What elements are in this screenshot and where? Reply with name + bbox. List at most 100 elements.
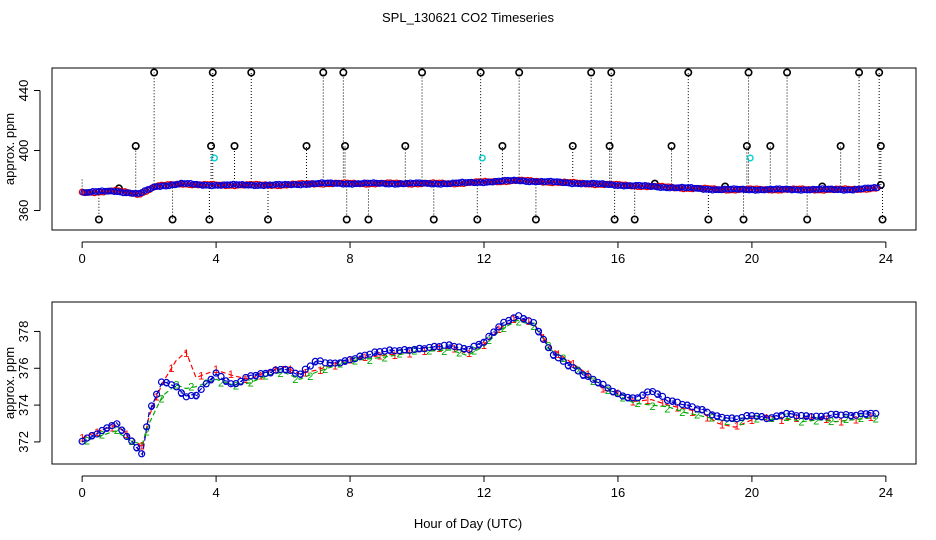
series-2-label: 2 — [650, 401, 656, 413]
series-3-label: 3 — [342, 356, 348, 368]
series-3-label: 3 — [446, 340, 452, 352]
series-2-label: 2 — [471, 345, 477, 357]
series-3-point — [797, 411, 806, 420]
series-3-point — [619, 392, 627, 400]
series-3-point — [465, 345, 473, 354]
bottom-x-tick-label: 12 — [477, 485, 491, 500]
spike-low-marker — [704, 215, 713, 224]
series-3-point — [495, 323, 503, 331]
series-3-point — [480, 338, 488, 346]
spike-mid-marker — [498, 142, 507, 151]
series-3-point — [361, 351, 369, 359]
series-2-label: 2 — [248, 377, 254, 389]
series-3-label: 3 — [669, 396, 675, 408]
series-3-label: 3 — [312, 356, 318, 368]
series-2-label: 2 — [769, 413, 775, 425]
series-1-label: 1 — [749, 415, 755, 427]
series-3-label: 3 — [431, 341, 437, 353]
series-3-point — [599, 380, 607, 388]
series-1-label: 1 — [511, 314, 517, 326]
series-3-point — [569, 364, 577, 372]
top-x-tick-label: 12 — [477, 251, 491, 266]
bottom-y-axis-title: approx. ppm — [2, 347, 17, 419]
series-blue-point — [608, 181, 616, 189]
cyan-point — [746, 154, 754, 162]
spike-high-marker — [515, 68, 524, 77]
spike-high-marker — [684, 68, 693, 77]
series-blue-point — [239, 180, 246, 188]
series-3-point — [817, 412, 825, 420]
series-red-point — [121, 188, 129, 195]
series-blue-point — [873, 184, 881, 192]
cyan-point — [210, 154, 218, 162]
top-x-tick-label: 24 — [879, 251, 893, 266]
series-3-label: 3 — [208, 374, 214, 386]
series-2-label: 2 — [560, 353, 566, 365]
series-red-point — [460, 180, 468, 188]
series-2-label: 2 — [173, 379, 179, 391]
series-3-point — [425, 343, 433, 352]
series-blue-point — [171, 181, 179, 189]
series-3-label: 3 — [565, 360, 571, 372]
series-2-label: 2 — [843, 414, 849, 426]
series-2-label: 2 — [188, 382, 194, 394]
series-3-point — [539, 335, 548, 344]
series-3-point — [381, 347, 389, 355]
series-3-point — [668, 397, 677, 405]
series-2-label: 2 — [694, 409, 700, 421]
series-3-label: 3 — [774, 411, 780, 423]
series-3-point — [733, 415, 741, 423]
series-3-point — [356, 352, 364, 360]
bottom-y-tick-label: 376 — [16, 357, 31, 379]
series-3-point — [728, 414, 736, 422]
series-3-point — [143, 423, 151, 431]
series-3-point — [93, 430, 101, 438]
series-blue-point — [849, 186, 857, 194]
series-3-point — [187, 391, 195, 400]
series-3-label: 3 — [461, 344, 467, 356]
series-3-point — [172, 383, 180, 391]
series-1-line — [81, 317, 876, 449]
series-3-label: 3 — [193, 390, 199, 402]
series-3-point — [624, 393, 632, 402]
series-1-label: 1 — [377, 351, 383, 363]
series-3-point — [430, 342, 438, 351]
series-blue-point — [162, 182, 170, 190]
series-red-point — [231, 182, 239, 190]
series-3-point — [152, 390, 161, 398]
series-3-point — [410, 345, 419, 354]
series-3-label: 3 — [402, 345, 408, 357]
series-3-point — [331, 359, 339, 367]
series-3-point — [281, 365, 290, 373]
series-2-line — [81, 319, 876, 445]
series-3-point — [301, 365, 309, 373]
series-2-label: 2 — [441, 346, 447, 358]
series-1-label: 1 — [704, 413, 710, 425]
series-3-point — [192, 391, 200, 399]
bottom-x-tick-label: 4 — [212, 485, 219, 500]
series-3-label: 3 — [163, 378, 169, 390]
series-3-label: 3 — [134, 443, 140, 455]
series-1-label: 1 — [779, 415, 785, 427]
series-2-label: 2 — [828, 416, 834, 428]
series-3-point — [138, 450, 146, 458]
series-3-point — [341, 357, 349, 365]
series-2-label: 2 — [307, 371, 313, 383]
series-blue-point — [370, 179, 378, 187]
series-3-point — [440, 341, 448, 349]
series-blue-point — [556, 178, 564, 186]
series-3-point — [812, 412, 820, 420]
series-3-label: 3 — [595, 377, 601, 389]
top-x-tick-label: 16 — [611, 251, 625, 266]
series-3-label: 3 — [714, 411, 720, 423]
series-3-point — [123, 432, 131, 441]
spike-mid-marker — [605, 142, 614, 151]
series-3-point — [118, 426, 126, 434]
series-3-point — [202, 380, 210, 388]
series-blue-point — [687, 184, 695, 191]
series-1-label: 1 — [868, 412, 874, 424]
series-1-label: 1 — [317, 365, 323, 377]
series-red-point — [612, 180, 620, 188]
